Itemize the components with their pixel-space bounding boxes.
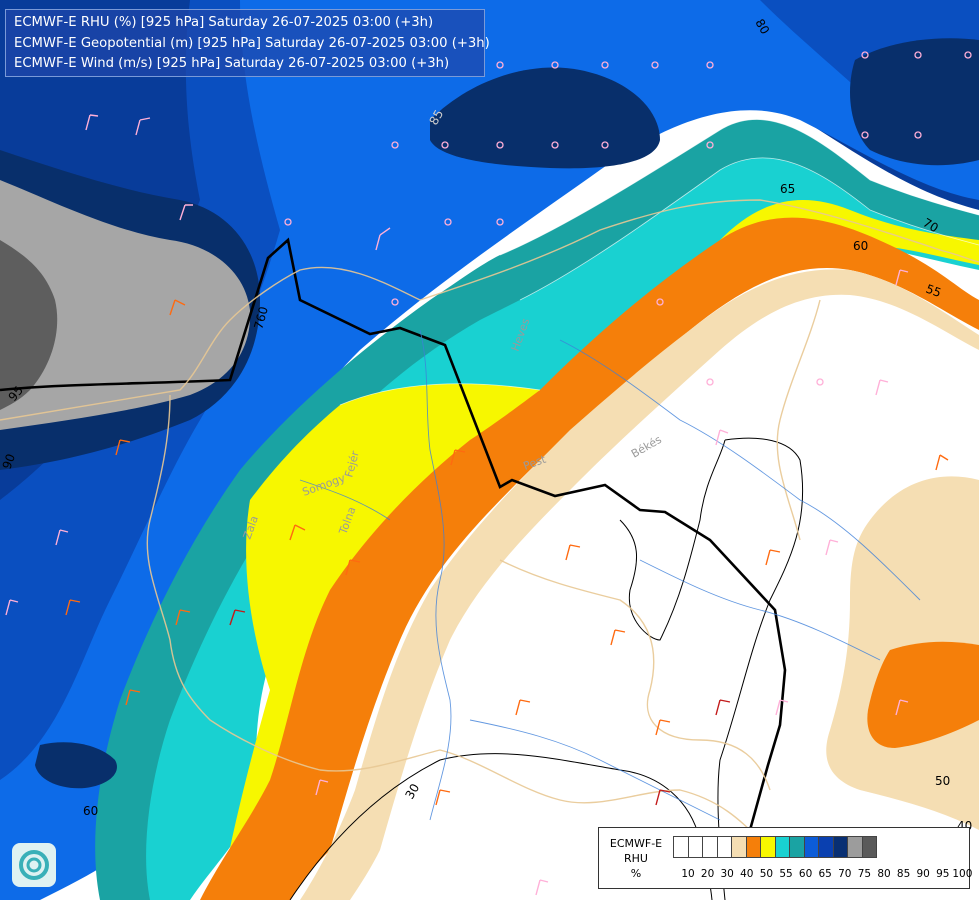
contour-label: 90 xyxy=(0,452,18,471)
legend-swatch xyxy=(861,836,877,858)
legend-swatch xyxy=(716,836,732,858)
legend-swatch xyxy=(832,836,848,858)
legend-swatch xyxy=(702,836,718,858)
legend-tick: 60 xyxy=(798,868,813,880)
rhu-patch-ne-90 xyxy=(850,38,979,166)
legend-tick: 30 xyxy=(720,868,734,880)
legend-tick: 85 xyxy=(896,868,911,880)
rhu-band-50 xyxy=(300,269,979,900)
title-geopotential: ECMWF-E Geopotential (m) [925 hPa] Satur… xyxy=(14,35,490,51)
rhu-patch-nw-100 xyxy=(0,240,58,410)
legend-tick: 100 xyxy=(952,868,973,880)
legend-swatch xyxy=(760,836,776,858)
contour-label: 50 xyxy=(935,774,950,788)
wind-barbs xyxy=(5,114,949,896)
legend-tick: 40 xyxy=(740,868,754,880)
legend-tick: 20 xyxy=(700,868,715,880)
legend-ticks: 10 20 30 40 50 55 60 65 70 75 80 85 90 95 100 xyxy=(673,868,973,882)
geopotential-line-thin-mid xyxy=(619,439,726,641)
map-title-box: ECMWF-E RHU (%) [925 hPa] Saturday 26-07… xyxy=(5,9,490,77)
provider-logo-icon xyxy=(12,843,56,887)
legend-swatch xyxy=(847,836,863,858)
country-borders xyxy=(0,199,979,841)
legend-tick: 50 xyxy=(759,868,774,880)
rhu-legend: ECMWF-E RHU % 10 20 30 40 50 55 60 65 70 75 80 85 90… xyxy=(598,827,973,889)
rivers xyxy=(299,329,921,821)
legend-title: ECMWF-E RHU % xyxy=(605,836,667,881)
contour-label: 65 xyxy=(780,182,795,196)
contour-label: 60 xyxy=(853,239,868,253)
legend-swatch xyxy=(687,836,703,858)
rhu-patch-east-55 xyxy=(867,641,979,748)
legend-model: ECMWF-E xyxy=(609,837,663,850)
geopotential-line-thin-east xyxy=(717,437,804,900)
contour-label: 85 xyxy=(426,107,446,127)
legend-swatch xyxy=(774,836,790,858)
legend-tick: 80 xyxy=(877,868,891,880)
legend-tick: 10 xyxy=(681,868,695,880)
legend-tick: 95 xyxy=(936,868,950,880)
rhu-patch-nw-95 xyxy=(0,180,251,430)
title-rhu: ECMWF-E RHU (%) [925 hPa] Saturday 26-07… xyxy=(14,15,434,30)
title-wind: ECMWF-E Wind (m/s) [925 hPa] Saturday 26… xyxy=(14,56,450,71)
geopotential-line-760 xyxy=(0,237,787,881)
contour-label: 30 xyxy=(402,781,422,801)
legend-swatch xyxy=(731,836,747,858)
contour-label: 55 xyxy=(924,282,943,300)
legend-swatches xyxy=(673,836,877,858)
contour-label: 760 xyxy=(251,305,270,331)
legend-swatch xyxy=(673,836,689,858)
legend-tick: 75 xyxy=(857,868,872,880)
legend-tick: 90 xyxy=(916,868,930,880)
legend-swatch xyxy=(818,836,834,858)
legend-swatch xyxy=(789,836,805,858)
rhu-patch-sw-90 xyxy=(35,742,117,789)
legend-swatch xyxy=(745,836,761,858)
rhu-band-80 xyxy=(0,0,979,880)
contour-label: 80 xyxy=(752,17,772,37)
legend-tick: 70 xyxy=(838,868,852,880)
contour-label: 60 xyxy=(83,804,98,818)
rhu-contour-lines xyxy=(339,119,979,406)
contour-label: 70 xyxy=(921,215,941,235)
legend-tick: 65 xyxy=(818,868,832,880)
legend-variable: RHU xyxy=(624,852,648,865)
calm-wind-markers xyxy=(284,51,972,386)
legend-unit: % xyxy=(630,867,642,880)
rhu-band-55 xyxy=(200,217,979,900)
legend-tick: 55 xyxy=(779,868,793,880)
legend-swatch xyxy=(803,836,819,858)
